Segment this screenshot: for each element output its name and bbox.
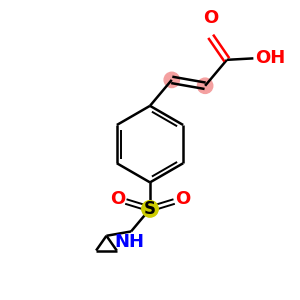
Text: O: O <box>175 190 190 208</box>
Text: O: O <box>110 190 125 208</box>
Circle shape <box>142 201 158 217</box>
Circle shape <box>164 72 179 88</box>
Circle shape <box>197 78 213 93</box>
Text: NH: NH <box>115 233 145 251</box>
Text: O: O <box>203 9 218 27</box>
Text: OH: OH <box>255 50 285 68</box>
Text: S: S <box>144 200 156 218</box>
